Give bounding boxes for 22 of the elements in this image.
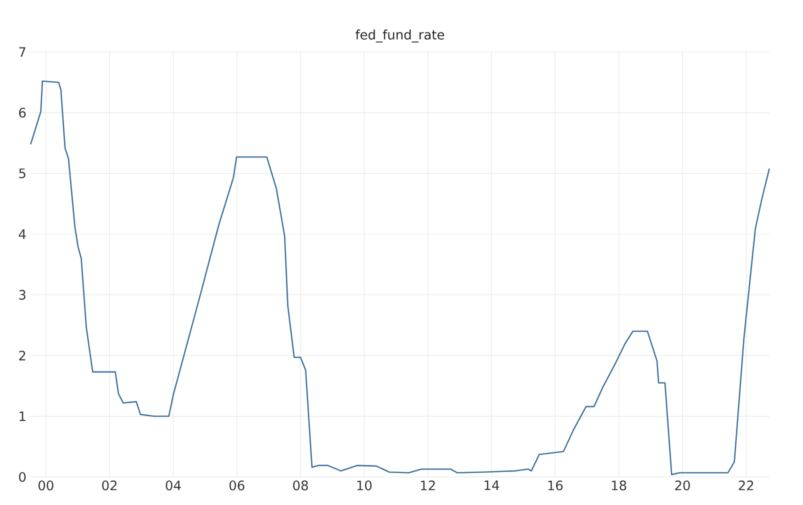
- x-tick-label: 08: [293, 480, 308, 490]
- y-tick-label: 5: [19, 168, 26, 178]
- x-tick-label: 18: [612, 480, 626, 490]
- chart-title: fed_fund_rate: [356, 30, 444, 42]
- x-tick-label: 12: [421, 480, 435, 490]
- y-tick-label: 6: [19, 108, 26, 118]
- y-tick-label: 7: [19, 47, 26, 57]
- line-series: [30, 80, 770, 476]
- x-tick-label: 16: [548, 480, 563, 490]
- x-tick-label: 00: [38, 480, 54, 490]
- x-tick-label: 10: [357, 480, 372, 490]
- y-tick-label: 2: [19, 350, 26, 360]
- x-tick-label: 20: [675, 480, 690, 490]
- x-tick-label: 14: [484, 480, 500, 490]
- x-tick-label: 22: [738, 480, 754, 490]
- y-tick-label: 3: [19, 290, 26, 300]
- y-tick-label: 1: [20, 412, 26, 422]
- x-tick-label: 04: [166, 480, 181, 490]
- y-tick-label: 0: [19, 472, 26, 482]
- y-tick-label: 4: [18, 229, 26, 239]
- x-tick-label: 02: [102, 480, 117, 490]
- x-tick-label: 06: [229, 480, 244, 490]
